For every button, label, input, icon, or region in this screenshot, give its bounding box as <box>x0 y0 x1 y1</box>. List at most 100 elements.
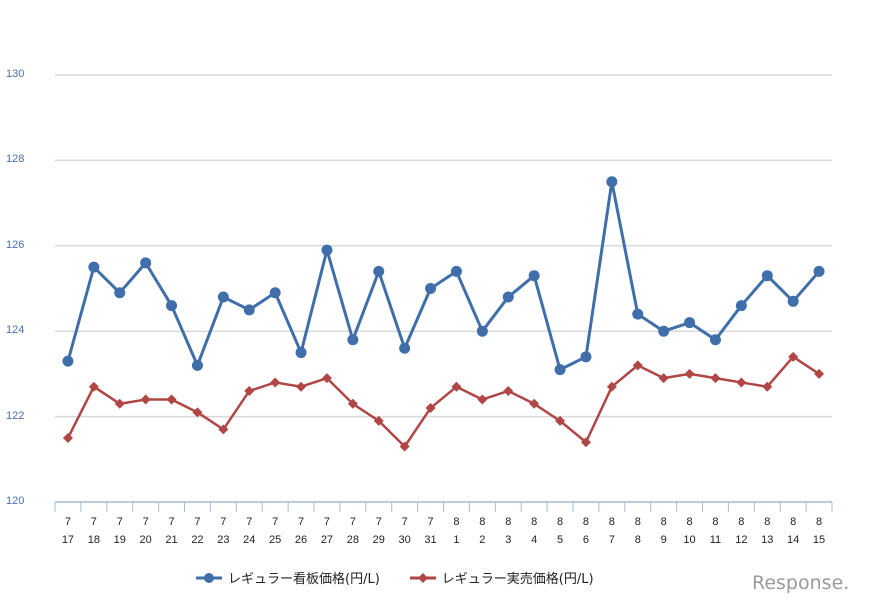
x-tick-day: 24 <box>243 534 256 546</box>
x-tick-month: 8 <box>660 516 667 528</box>
x-tick-day: 19 <box>113 534 126 546</box>
x-tick-month: 7 <box>194 516 201 528</box>
x-tick-day: 29 <box>372 534 385 546</box>
data-point <box>554 364 566 376</box>
x-tick-day: 31 <box>424 534 437 546</box>
x-tick-day: 13 <box>761 534 774 546</box>
data-point <box>88 261 100 273</box>
x-tick-day: 15 <box>812 534 826 546</box>
x-tick-day: 12 <box>735 534 748 546</box>
data-point <box>502 291 514 303</box>
data-point <box>450 265 462 277</box>
x-tick-day: 17 <box>61 534 75 546</box>
data-point <box>114 287 126 299</box>
x-tick-month: 8 <box>764 516 771 528</box>
data-point <box>425 283 437 294</box>
data-point <box>244 385 255 396</box>
x-tick-month: 7 <box>375 516 382 528</box>
data-point <box>606 176 618 188</box>
y-tick-label: 122 <box>6 409 25 422</box>
x-tick-month: 7 <box>246 516 253 528</box>
data-point <box>88 381 99 392</box>
data-point <box>632 308 644 320</box>
x-tick-day: 4 <box>531 534 538 546</box>
x-tick-month: 7 <box>349 516 356 528</box>
data-point <box>166 394 177 405</box>
x-tick-month: 7 <box>323 516 330 528</box>
x-tick-day: 5 <box>556 534 564 546</box>
data-point <box>295 347 307 359</box>
data-point <box>62 355 74 367</box>
data-point <box>606 381 617 392</box>
x-tick-month: 7 <box>427 516 434 528</box>
x-tick-day: 10 <box>683 534 696 546</box>
x-tick-day: 28 <box>346 534 359 546</box>
data-point <box>787 295 799 307</box>
data-point <box>580 437 591 448</box>
x-tick-month: 7 <box>64 516 71 528</box>
data-point <box>476 325 488 337</box>
x-tick-day: 11 <box>709 534 722 546</box>
data-point <box>813 265 825 277</box>
data-point <box>425 403 436 414</box>
legend: レギュラー看板価格(円/L) レギュラー実売価格(円/L) <box>196 568 624 587</box>
x-tick-month: 7 <box>272 516 279 528</box>
x-tick-day: 25 <box>269 534 282 546</box>
data-point <box>191 359 203 371</box>
data-point <box>451 381 462 392</box>
x-tick-month: 8 <box>531 516 538 528</box>
data-point <box>243 304 255 316</box>
y-tick-label: 130 <box>6 68 25 80</box>
x-tick-month: 8 <box>556 516 564 528</box>
x-tick-month: 8 <box>582 516 589 528</box>
data-point <box>218 424 229 435</box>
y-tick-label: 128 <box>6 153 25 166</box>
x-tick-month: 8 <box>712 516 719 528</box>
data-point <box>736 377 747 388</box>
data-point <box>658 325 670 337</box>
x-tick-day: 9 <box>660 534 667 546</box>
x-tick-month: 7 <box>142 516 149 528</box>
y-tick-label: 124 <box>6 324 25 337</box>
x-tick-day: 1 <box>453 534 460 546</box>
x-tick-month: 7 <box>297 516 305 528</box>
y-tick-label: 120 <box>6 495 25 507</box>
series-posted-price <box>62 176 825 376</box>
data-point <box>761 270 773 282</box>
data-point <box>321 373 332 384</box>
x-tick-day: 27 <box>320 534 334 546</box>
x-tick-month: 7 <box>90 516 97 528</box>
x-tick-day: 18 <box>87 534 100 546</box>
x-tick-month: 8 <box>453 516 460 528</box>
x-tick-day: 26 <box>294 534 308 546</box>
response-logo: Response. <box>752 572 850 594</box>
data-point <box>140 257 152 269</box>
legend-item-posted-price: レギュラー看板価格(円/L) <box>196 568 380 587</box>
data-point <box>710 373 721 384</box>
data-point <box>399 441 410 452</box>
x-tick-month: 8 <box>790 516 797 528</box>
legend-label-actual-price: レギュラー実売価格(円/L) <box>441 572 594 587</box>
data-point <box>529 398 540 409</box>
x-tick-month: 7 <box>116 516 123 528</box>
legend-item-actual-price: レギュラー実売価格(円/L) <box>409 568 594 587</box>
x-tick-month: 7 <box>168 516 175 528</box>
data-point <box>140 394 151 405</box>
data-point <box>399 342 411 354</box>
data-point <box>321 244 333 256</box>
data-point <box>709 334 721 346</box>
x-tick-day: 3 <box>505 534 512 546</box>
circle-marker-icon <box>196 572 222 583</box>
x-tick-month: 8 <box>738 516 745 528</box>
legend-label-posted-price: レギュラー看板価格(円/L) <box>228 572 380 587</box>
x-tick-day: 8 <box>634 534 641 546</box>
data-point <box>217 291 229 303</box>
data-point <box>684 368 695 379</box>
x-tick-day: 2 <box>479 534 486 546</box>
data-point <box>528 270 540 282</box>
x-tick-month: 8 <box>505 516 512 528</box>
data-point <box>347 334 359 346</box>
data-point <box>555 415 566 426</box>
